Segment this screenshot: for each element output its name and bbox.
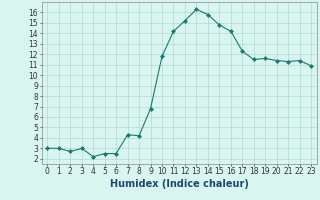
X-axis label: Humidex (Indice chaleur): Humidex (Indice chaleur): [110, 179, 249, 189]
